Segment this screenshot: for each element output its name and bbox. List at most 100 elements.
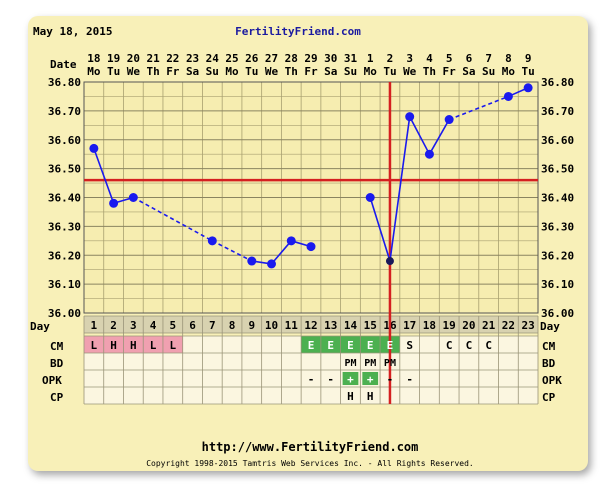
day-row-label-left: Day: [30, 320, 50, 333]
cm-cell-5: [162, 336, 183, 353]
temp-point-day-7: [207, 236, 217, 246]
temp-point-day-12: [306, 242, 316, 252]
chart-card: May 18, 2015 FertilityFriend.com Date Da…: [28, 16, 588, 471]
temp-line-1-2: [93, 148, 115, 204]
day-number-1: 1: [91, 319, 98, 332]
day-number-11: 11: [285, 319, 299, 332]
y-tick-left-1: 36.10: [48, 278, 81, 291]
cm-label-day-21: C: [485, 339, 492, 352]
cm-row-label-left: CM: [50, 340, 64, 353]
day-number-13: 13: [324, 319, 337, 332]
temp-point-day-10: [267, 259, 277, 269]
y-tick-right-6: 36.60: [541, 134, 574, 147]
weekday-label-2: Tu: [107, 65, 120, 78]
temp-point-day-3: [128, 193, 138, 202]
date-label-4: 21: [146, 52, 160, 65]
bd-row-label-right: BD: [542, 357, 556, 370]
temp-point-day-23: [523, 83, 533, 93]
y-tick-right-7: 36.70: [541, 105, 574, 118]
date-label-1: 18: [87, 52, 100, 65]
day-number-20: 20: [462, 319, 475, 332]
bd-label-day-15: PM: [364, 358, 376, 369]
day-number-18: 18: [423, 319, 436, 332]
weekday-label-22: Mo: [502, 65, 516, 78]
y-tick-right-1: 36.10: [541, 278, 574, 291]
y-tick-left-5: 36.50: [48, 163, 81, 176]
weekday-label-6: Sa: [186, 65, 199, 78]
day-number-8: 8: [229, 319, 236, 332]
cm-label-day-16: E: [387, 339, 394, 352]
cm-cell-2: [103, 336, 124, 353]
bd-label-day-14: PM: [344, 358, 356, 369]
y-tick-right-3: 36.30: [541, 220, 574, 233]
temp-dashed-7-9: [211, 240, 253, 262]
temp-point-day-16: [385, 257, 394, 266]
weekday-label-16: Tu: [383, 65, 396, 78]
cp-label-day-15: H: [367, 390, 374, 403]
cm-cell-4: [143, 336, 163, 353]
date-label-3: 20: [127, 52, 140, 65]
cm-row-label-right: CM: [542, 340, 556, 353]
cm-label-day-2: H: [110, 339, 117, 352]
cm-cell-12: [301, 336, 321, 353]
y-tick-left-0: 36.00: [48, 307, 81, 320]
y-tick-right-0: 36.00: [541, 307, 574, 320]
day-number-22: 22: [502, 319, 515, 332]
temp-dashed-3-7: [132, 196, 213, 242]
weekday-label-15: Mo: [364, 65, 378, 78]
day-number-3: 3: [130, 319, 137, 332]
day-number-17: 17: [403, 319, 416, 332]
temp-line-15-16: [369, 197, 391, 262]
site-title[interactable]: FertilityFriend.com: [235, 25, 361, 38]
opk-label-day-14: +: [347, 373, 354, 386]
weekday-label-12: Fr: [304, 65, 318, 78]
cp-label-day-14: H: [347, 390, 354, 403]
date-label-11: 28: [285, 52, 298, 65]
weekday-label-17: We: [403, 65, 417, 78]
date-label-23: 9: [525, 52, 532, 65]
opk-label-day-13: -: [327, 373, 334, 386]
temp-point-day-1: [89, 143, 99, 153]
date-label-14: 31: [344, 52, 358, 65]
day-row-label-right: Day: [540, 320, 560, 333]
day-number-10: 10: [265, 319, 278, 332]
weekday-label-13: Sa: [324, 65, 337, 78]
day-number-23: 23: [522, 319, 535, 332]
weekday-label-11: Th: [285, 65, 298, 78]
y-tick-left-6: 36.60: [48, 134, 81, 147]
date-label-12: 29: [304, 52, 317, 65]
footer-copyright: Copyright 1998-2015 Tamtris Web Services…: [146, 459, 474, 468]
day-number-9: 9: [248, 319, 255, 332]
temp-point-day-19: [444, 115, 454, 125]
day-number-5: 5: [170, 319, 177, 332]
cm-label-day-14: E: [347, 339, 354, 352]
weekday-label-7: Su: [206, 65, 219, 78]
temp-dashed-19-22: [448, 95, 509, 121]
date-label-17: 3: [406, 52, 413, 65]
cm-cell-1: [84, 336, 104, 353]
cm-cell-13: [320, 336, 341, 353]
day-number-12: 12: [304, 319, 317, 332]
y-tick-left-2: 36.20: [48, 249, 81, 262]
y-tick-right-2: 36.20: [541, 249, 574, 262]
bd-row-label-left: BD: [50, 357, 64, 370]
opk-row-label-left: OPK: [42, 374, 62, 387]
weekday-label-5: Fr: [166, 65, 180, 78]
y-tick-right-5: 36.50: [541, 163, 574, 176]
temp-point-day-2: [109, 198, 119, 208]
cm-label-day-15: E: [367, 339, 374, 352]
footer-url[interactable]: http://www.FertilityFriend.com: [202, 440, 419, 454]
temp-point-day-22: [503, 91, 513, 101]
cm-label-day-5: L: [170, 339, 177, 352]
opk-label-day-12: -: [308, 373, 315, 386]
cm-label-day-17: S: [406, 339, 413, 352]
cm-label-day-13: E: [327, 339, 334, 352]
plot-border: [83, 81, 539, 314]
weekday-label-21: Su: [482, 65, 495, 78]
weekday-label-20: Sa: [462, 65, 475, 78]
cm-label-day-3: H: [130, 339, 137, 352]
date-label-8: 25: [225, 52, 238, 65]
date-label-15: 1: [367, 52, 374, 65]
temp-line-10-11: [270, 240, 292, 265]
